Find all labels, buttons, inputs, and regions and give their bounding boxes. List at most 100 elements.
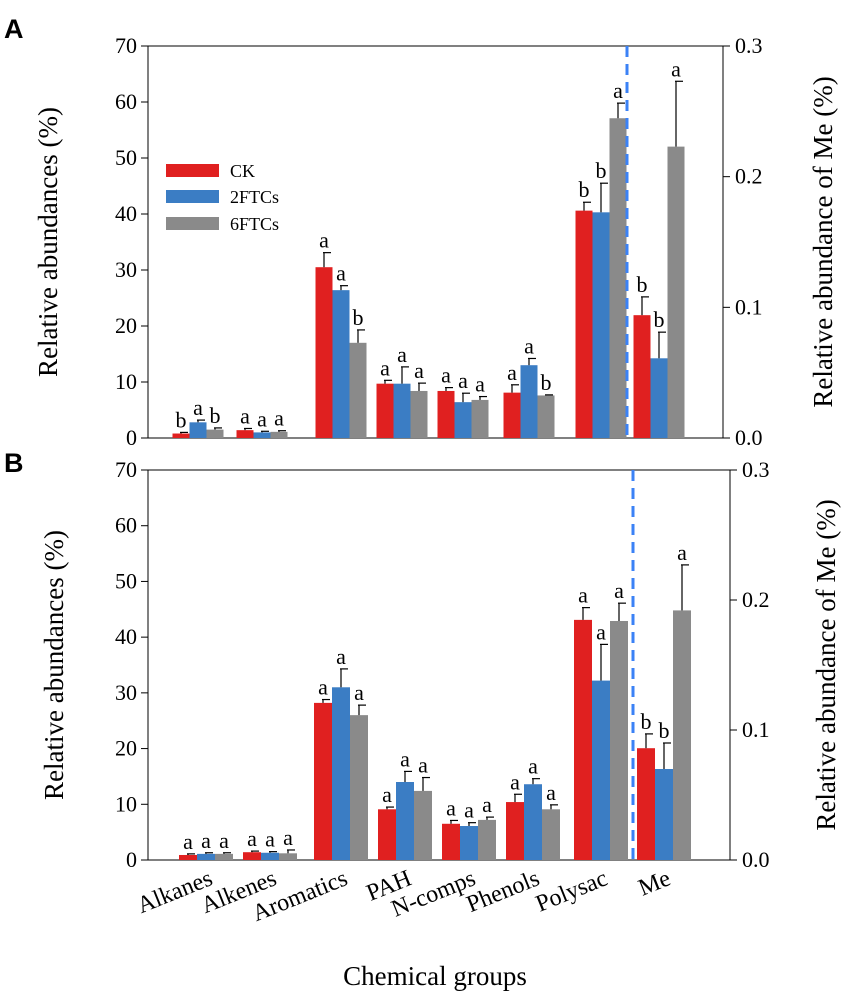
significance-letter: a bbox=[458, 368, 468, 393]
significance-letter: a bbox=[446, 795, 456, 820]
bar-2ftcs-pah bbox=[396, 782, 414, 860]
left-tick-label: 10 bbox=[115, 791, 137, 816]
significance-letter: a bbox=[475, 372, 485, 397]
bar-2ftcs-phenols bbox=[520, 365, 538, 438]
bar-ck-pah bbox=[378, 809, 396, 860]
bar-2ftcs-alkanes bbox=[189, 422, 207, 438]
significance-letter: b bbox=[176, 407, 187, 432]
significance-letter: b bbox=[353, 305, 364, 330]
significance-letter: a bbox=[671, 56, 681, 81]
bar-6ftcs-alkenes bbox=[270, 431, 288, 438]
legend-swatch-6ftcs bbox=[166, 217, 219, 230]
significance-letter: a bbox=[274, 406, 284, 431]
bar-6ftcs-aromatics bbox=[349, 342, 367, 438]
bar-6ftcs-me bbox=[673, 610, 691, 860]
right-axis-ticks-a: 0.0 0.1 0.2 0.3 bbox=[723, 33, 763, 450]
bar-ck-alkenes bbox=[243, 852, 261, 860]
significance-letter: b bbox=[637, 272, 648, 297]
bar-ck-polysac bbox=[575, 210, 593, 438]
bar-2ftcs-polysac bbox=[592, 680, 610, 860]
panel-letter-a: A bbox=[4, 14, 24, 44]
right-tick-label: 0.0 bbox=[735, 425, 763, 450]
right-tick-label: 0.1 bbox=[742, 717, 770, 742]
bar-2ftcs-alkenes bbox=[261, 852, 279, 860]
significance-letter: b bbox=[641, 709, 652, 734]
left-tick-label: 0 bbox=[126, 425, 137, 450]
right-tick-label: 0.0 bbox=[742, 847, 770, 872]
bar-ck-alkenes bbox=[236, 430, 254, 438]
bar-ck-alkanes bbox=[179, 854, 197, 860]
significance-letter: a bbox=[677, 540, 687, 565]
significance-letter: a bbox=[524, 333, 534, 358]
left-tick-label: 20 bbox=[115, 736, 137, 761]
significance-letter: a bbox=[201, 828, 211, 853]
bar-2ftcs-n-comps bbox=[460, 826, 478, 860]
y2-axis-title-a: Relative abundance of Me (%) bbox=[808, 76, 838, 407]
left-tick-label: 70 bbox=[115, 457, 137, 482]
bar-6ftcs-polysac bbox=[609, 118, 627, 439]
legend-label-6ftcs: 6FTCs bbox=[230, 214, 279, 234]
y-axis-title-b: Relative abundances (%) bbox=[39, 530, 69, 800]
right-tick-label: 0.2 bbox=[742, 587, 770, 612]
significance-letter: a bbox=[578, 583, 588, 608]
right-tick-label: 0.2 bbox=[735, 164, 763, 189]
category-label-me: Me bbox=[635, 865, 674, 901]
y2-axis-title-b: Relative abundance of Me (%) bbox=[811, 499, 841, 830]
plot-frame-b bbox=[147, 469, 731, 861]
significance-letter: a bbox=[507, 360, 517, 385]
bar-6ftcs-polysac bbox=[610, 620, 628, 860]
bar-2ftcs-polysac bbox=[592, 212, 610, 438]
legend-swatch-2ftcs bbox=[166, 190, 219, 203]
category-label-polysac: Polysac bbox=[532, 865, 611, 917]
bar-6ftcs-pah bbox=[410, 390, 428, 438]
significance-letter: a bbox=[183, 829, 193, 854]
significance-letter: a bbox=[240, 403, 250, 428]
left-tick-label: 70 bbox=[115, 33, 137, 58]
significance-letter: b bbox=[659, 718, 670, 743]
bar-ck-me bbox=[637, 748, 655, 860]
significance-letter: a bbox=[382, 782, 392, 807]
legend-label-2ftcs: 2FTCs bbox=[230, 187, 279, 207]
significance-letter: a bbox=[336, 644, 346, 669]
significance-letter: b bbox=[654, 307, 665, 332]
bar-6ftcs-aromatics bbox=[350, 715, 368, 860]
bar-6ftcs-me bbox=[667, 146, 685, 438]
significance-letter: a bbox=[441, 363, 451, 388]
left-axis-ticks-b: 0 10 20 30 40 50 60 70 bbox=[115, 457, 148, 872]
left-tick-label: 10 bbox=[115, 369, 137, 394]
bar-ck-pah bbox=[376, 383, 394, 438]
significance-letter: a bbox=[283, 825, 293, 850]
bar-6ftcs-alkanes bbox=[215, 853, 233, 860]
left-tick-label: 60 bbox=[115, 513, 137, 538]
left-tick-label: 50 bbox=[115, 145, 137, 170]
significance-letter: a bbox=[482, 792, 492, 817]
left-tick-label: 50 bbox=[115, 568, 137, 593]
bar-ck-n-comps bbox=[442, 823, 460, 860]
bar-ck-phenols bbox=[506, 802, 524, 860]
x-axis-title: Chemical groups bbox=[343, 961, 527, 991]
bar-2ftcs-alkenes bbox=[253, 432, 271, 438]
significance-letter: a bbox=[510, 769, 520, 794]
bar-ck-me bbox=[633, 315, 651, 438]
significance-letter: a bbox=[397, 342, 407, 367]
left-tick-label: 40 bbox=[115, 624, 137, 649]
bar-ck-aromatics bbox=[315, 267, 333, 438]
significance-letter: a bbox=[318, 675, 328, 700]
right-tick-label: 0.3 bbox=[742, 457, 770, 482]
bar-6ftcs-n-comps bbox=[471, 399, 489, 438]
legend: CK 2FTCs 6FTCs bbox=[166, 161, 279, 234]
bar-6ftcs-alkenes bbox=[279, 853, 297, 860]
significance-letter: a bbox=[336, 261, 346, 286]
bar-2ftcs-alkanes bbox=[197, 853, 215, 860]
right-tick-label: 0.3 bbox=[735, 33, 763, 58]
bar-2ftcs-aromatics bbox=[332, 687, 350, 860]
left-axis-ticks-a: 0 10 20 30 40 50 60 70 bbox=[115, 33, 148, 450]
bar-ck-aromatics bbox=[314, 702, 332, 860]
bar-6ftcs-alkanes bbox=[206, 429, 224, 438]
bar-2ftcs-me bbox=[655, 769, 673, 860]
bar-6ftcs-phenols bbox=[537, 395, 555, 438]
